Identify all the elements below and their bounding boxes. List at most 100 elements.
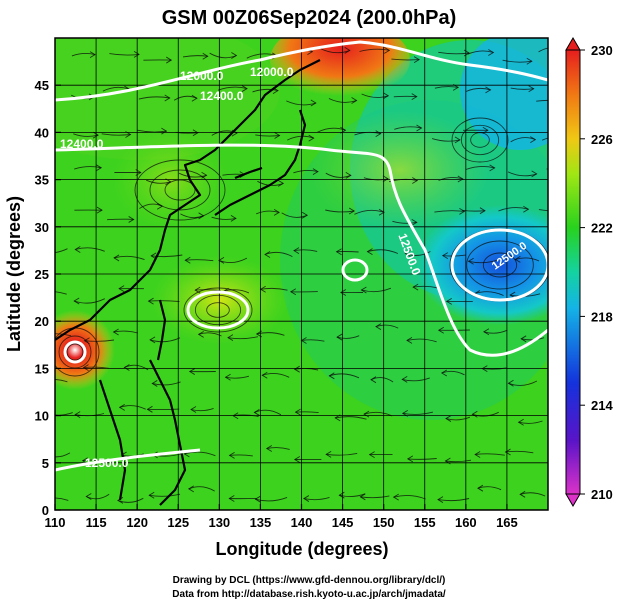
contour-label: 12500.0 <box>85 456 129 470</box>
streamline-arrow <box>301 211 309 219</box>
streamline <box>190 407 214 412</box>
streamline <box>325 172 351 178</box>
streamline-arrow <box>363 410 370 418</box>
streamline <box>518 420 543 424</box>
streamline-arrow <box>190 406 197 413</box>
streamline-arrow <box>228 452 235 459</box>
streamline <box>233 414 259 417</box>
colorbar-tick-label: 230 <box>591 43 613 58</box>
x-tick-label: 125 <box>167 515 189 530</box>
streamline-arrow <box>82 364 89 372</box>
streamline-arrow <box>264 251 271 258</box>
streamline <box>354 131 381 136</box>
high-contour-1 <box>186 290 250 330</box>
streamline <box>402 411 434 415</box>
streamline <box>75 247 105 252</box>
streamline <box>391 58 420 61</box>
chart-title: GSM 00Z06Sep2024 (200.0hPa) <box>162 7 457 29</box>
streamline <box>392 220 417 224</box>
streamline-arrow <box>489 164 496 172</box>
streamline-arrow <box>463 49 470 57</box>
streamline-arrow <box>413 56 420 63</box>
streamline-arrow <box>401 409 408 417</box>
colorbar-tick-label: 210 <box>591 487 613 502</box>
streamline <box>431 138 460 142</box>
streamline <box>354 209 385 215</box>
streamline-arrow <box>481 365 488 373</box>
swirl-streamline <box>58 335 92 369</box>
streamline <box>520 492 546 497</box>
streamline-arrow <box>303 495 310 502</box>
y-axis-title: Latitude (degrees) <box>4 196 24 352</box>
streamline <box>149 337 181 343</box>
streamline-arrow <box>459 207 466 215</box>
streamline-arrow <box>441 252 449 260</box>
streamline <box>55 497 69 501</box>
streamline <box>472 411 499 417</box>
streamline-arrow <box>517 418 524 426</box>
streamline <box>538 47 548 53</box>
streamline <box>185 259 214 262</box>
streamline-arrow <box>150 252 157 260</box>
streamline-arrow <box>74 411 81 419</box>
streamline <box>336 335 360 339</box>
streamline-arrow <box>294 408 301 416</box>
streamline-arrow <box>191 94 198 102</box>
streamline-arrow <box>148 491 155 499</box>
streamline <box>303 496 330 501</box>
streamline-arrow <box>161 127 168 135</box>
streamline <box>74 298 105 304</box>
streamline-arrow <box>147 297 154 305</box>
streamline <box>434 86 459 89</box>
y-tick-label: 45 <box>35 78 49 93</box>
streamline <box>182 55 208 58</box>
streamline-arrow <box>89 51 96 59</box>
streamline <box>101 133 131 136</box>
streamline <box>367 249 399 254</box>
streamline <box>437 498 470 502</box>
streamline <box>227 336 258 340</box>
streamline-arrow <box>241 85 248 92</box>
streamline-arrow <box>289 288 297 296</box>
streamline <box>255 496 288 502</box>
streamline-arrow <box>507 379 514 387</box>
streamline <box>287 135 314 141</box>
streamline-arrow <box>530 136 537 144</box>
swirl-streamline <box>460 124 500 156</box>
streamline-arrow <box>300 337 307 344</box>
colorbar-tick-label: 218 <box>591 309 613 324</box>
streamline <box>467 50 494 55</box>
streamline <box>483 329 508 334</box>
streamline-arrow <box>184 256 191 264</box>
streamline <box>361 287 392 293</box>
streamline <box>295 411 319 414</box>
streamline <box>256 210 280 215</box>
streamline-arrow <box>504 448 511 456</box>
y-tick-label: 5 <box>42 456 49 471</box>
korea-coast <box>234 166 263 180</box>
swirl-streamline <box>149 169 211 211</box>
streamline <box>502 59 532 63</box>
streamline <box>286 100 316 106</box>
streamline <box>55 378 68 383</box>
streamline-arrow <box>259 285 266 293</box>
streamline-arrow <box>338 491 345 499</box>
streamline-arrow <box>339 289 347 296</box>
streamline-arrow <box>202 52 209 60</box>
contour-label: 12000.0 <box>250 65 294 79</box>
streamline-arrow <box>274 132 281 139</box>
streamline <box>252 88 279 93</box>
colorbar-ticks: 230 226 222 218 214 210 <box>580 43 613 502</box>
swirl-streamline <box>194 294 242 326</box>
streamline <box>507 171 537 177</box>
streamline <box>83 366 109 369</box>
streamline-arrow <box>531 170 538 178</box>
streamline <box>477 486 502 491</box>
streamline <box>413 285 439 289</box>
streamline <box>179 172 207 178</box>
swirl-streamline <box>482 252 518 278</box>
colorbar-tick-label: 226 <box>591 132 613 147</box>
streamline-arrow <box>118 403 125 411</box>
streamline-arrow <box>293 247 300 254</box>
streamline <box>73 133 99 137</box>
